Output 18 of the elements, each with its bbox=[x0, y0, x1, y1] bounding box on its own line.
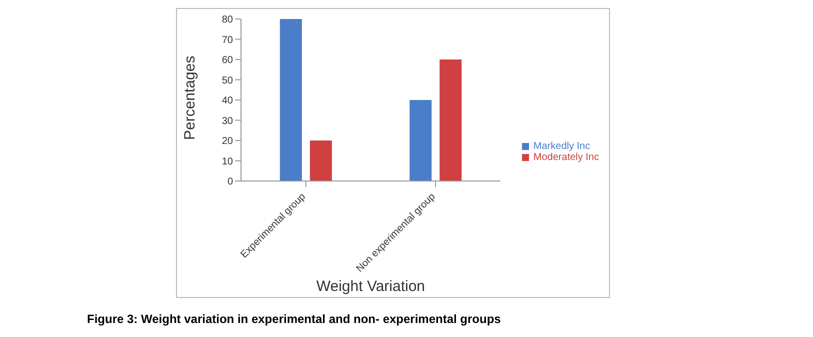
x-axis-title: Weight Variation bbox=[316, 278, 426, 295]
bar bbox=[410, 100, 432, 181]
y-tick-label: 80 bbox=[222, 14, 234, 26]
y-tick-label: 30 bbox=[222, 116, 234, 127]
bar bbox=[440, 60, 462, 181]
y-tick-label: 0 bbox=[227, 176, 234, 188]
legend-label: Moderately Inc bbox=[533, 152, 599, 163]
y-tick-label: 20 bbox=[222, 136, 234, 148]
caption: Figure 3: Weight variation in experimental and non- experimental groups bbox=[87, 312, 502, 326]
y-tick-label: 40 bbox=[222, 96, 234, 107]
legend-label: Markedly Inc bbox=[533, 141, 590, 152]
y-tick-label: 60 bbox=[222, 55, 234, 66]
y-tick-label: 50 bbox=[222, 75, 234, 86]
y-tick-label: 70 bbox=[222, 34, 234, 46]
bar bbox=[280, 19, 302, 181]
y-tick-label: 10 bbox=[222, 156, 234, 168]
bar bbox=[310, 140, 332, 181]
y-axis-title: Percentages bbox=[181, 56, 198, 140]
